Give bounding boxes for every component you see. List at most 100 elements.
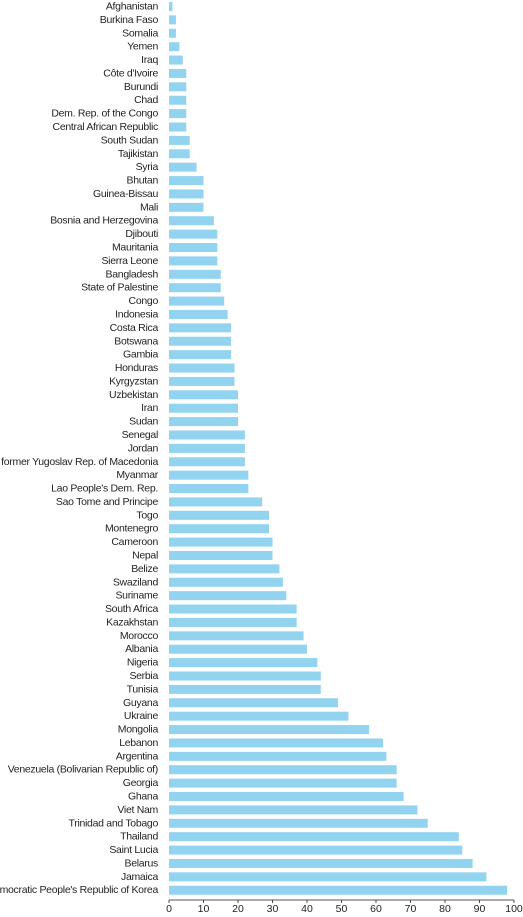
bar bbox=[169, 176, 204, 186]
bar bbox=[169, 55, 183, 65]
bar bbox=[169, 229, 218, 239]
bar bbox=[169, 698, 339, 708]
category-label: Botswana bbox=[114, 335, 158, 347]
category-label: Yemen bbox=[127, 41, 158, 53]
category-label: South Sudan bbox=[101, 134, 159, 146]
category-label: Syria bbox=[136, 161, 159, 173]
category-label: Ghana bbox=[128, 791, 158, 803]
bar bbox=[169, 658, 318, 668]
bar bbox=[169, 269, 221, 279]
bar bbox=[169, 403, 238, 413]
category-label: Myanmar bbox=[116, 469, 158, 481]
category-label: Sudan bbox=[129, 416, 158, 428]
bar bbox=[169, 376, 235, 386]
bar bbox=[169, 617, 297, 627]
category-label: Iraq bbox=[141, 54, 158, 66]
category-label: Jamaica bbox=[121, 871, 158, 883]
bar bbox=[169, 805, 418, 815]
bar bbox=[169, 336, 232, 346]
category-label: Thailand bbox=[120, 831, 158, 843]
category-label: Gambia bbox=[123, 349, 158, 361]
x-tick-label: 30 bbox=[267, 903, 279, 915]
bar bbox=[169, 323, 232, 333]
bar bbox=[169, 550, 273, 560]
bar bbox=[169, 2, 173, 11]
bar bbox=[169, 309, 228, 319]
bar bbox=[169, 162, 197, 172]
category-label: Belize bbox=[131, 563, 158, 575]
bar bbox=[169, 497, 263, 507]
bar bbox=[169, 202, 204, 212]
bar bbox=[169, 751, 387, 761]
bar bbox=[169, 430, 245, 440]
bar bbox=[169, 684, 321, 694]
category-label: Mauritania bbox=[112, 242, 158, 254]
x-tick-label: 90 bbox=[474, 903, 486, 915]
x-tick-label: 0 bbox=[166, 903, 172, 915]
bar bbox=[169, 858, 473, 868]
bar bbox=[169, 537, 273, 547]
category-label: Trinidad and Tobago bbox=[69, 817, 159, 829]
category-label: Burkina Faso bbox=[100, 14, 159, 26]
category-label: Ukraine bbox=[124, 710, 159, 722]
bar bbox=[169, 216, 214, 226]
category-label: Tunisia bbox=[127, 683, 159, 695]
category-label: Congo bbox=[129, 295, 159, 307]
bar bbox=[169, 524, 270, 534]
bar bbox=[169, 818, 428, 828]
category-label: Lao People's Dem. Rep. bbox=[51, 483, 158, 495]
category-label: Central African Republic bbox=[53, 121, 158, 133]
category-label: Kazakhstan bbox=[106, 616, 158, 628]
bar bbox=[169, 390, 238, 400]
x-tick-label: 20 bbox=[232, 903, 244, 915]
bar bbox=[169, 711, 349, 721]
category-label: Jordan bbox=[128, 442, 159, 454]
category-label: Nepal bbox=[132, 549, 158, 561]
bar bbox=[169, 363, 235, 373]
x-tick-label: 40 bbox=[301, 903, 313, 915]
category-label: Indonesia bbox=[115, 308, 158, 320]
bar bbox=[169, 470, 249, 480]
category-label: Mongolia bbox=[118, 724, 159, 736]
category-label: Bosnia and Herzegovina bbox=[50, 215, 158, 227]
category-label: Iran bbox=[141, 402, 158, 414]
category-label: Guyana bbox=[123, 697, 158, 709]
bar bbox=[169, 510, 270, 520]
category-label: Saint Lucia bbox=[109, 844, 158, 856]
bar bbox=[169, 28, 176, 38]
x-tick-label: 50 bbox=[336, 903, 348, 915]
category-label: South Africa bbox=[105, 603, 158, 615]
bar bbox=[169, 256, 218, 266]
category-label: Guinea-Bissau bbox=[93, 188, 158, 200]
category-label: Nigeria bbox=[127, 657, 159, 669]
category-label: Kyrgyzstan bbox=[109, 375, 158, 387]
bar bbox=[169, 832, 459, 842]
x-tick-label: 100 bbox=[505, 903, 523, 915]
category-label: The former Yugoslav Rep. of Macedonia bbox=[0, 456, 158, 468]
category-label: Chad bbox=[134, 94, 158, 106]
category-label: Afghanistan bbox=[106, 1, 159, 13]
category-label: Costa Rica bbox=[110, 322, 159, 334]
bar bbox=[169, 283, 221, 293]
bars-group bbox=[169, 2, 508, 895]
category-label: Djibouti bbox=[125, 228, 158, 240]
category-label: Suriname bbox=[115, 590, 158, 602]
category-label: Tajikistan bbox=[118, 148, 159, 160]
category-label: Cameroon bbox=[111, 536, 158, 548]
bar bbox=[169, 68, 187, 78]
bar bbox=[169, 577, 283, 587]
bar bbox=[169, 484, 249, 494]
category-label: Togo bbox=[136, 509, 158, 521]
bar bbox=[169, 95, 187, 105]
x-ticks-group: 0 10 20 30 40 50 60 70 80 90 100 bbox=[166, 900, 523, 915]
bar bbox=[169, 350, 232, 360]
bar bbox=[169, 135, 190, 145]
category-label: Bangladesh bbox=[106, 268, 159, 280]
x-tick-label: 80 bbox=[439, 903, 451, 915]
category-label: Honduras bbox=[115, 362, 158, 374]
category-label: Lebanon bbox=[119, 737, 158, 749]
bar bbox=[169, 671, 321, 681]
bar bbox=[169, 109, 187, 119]
